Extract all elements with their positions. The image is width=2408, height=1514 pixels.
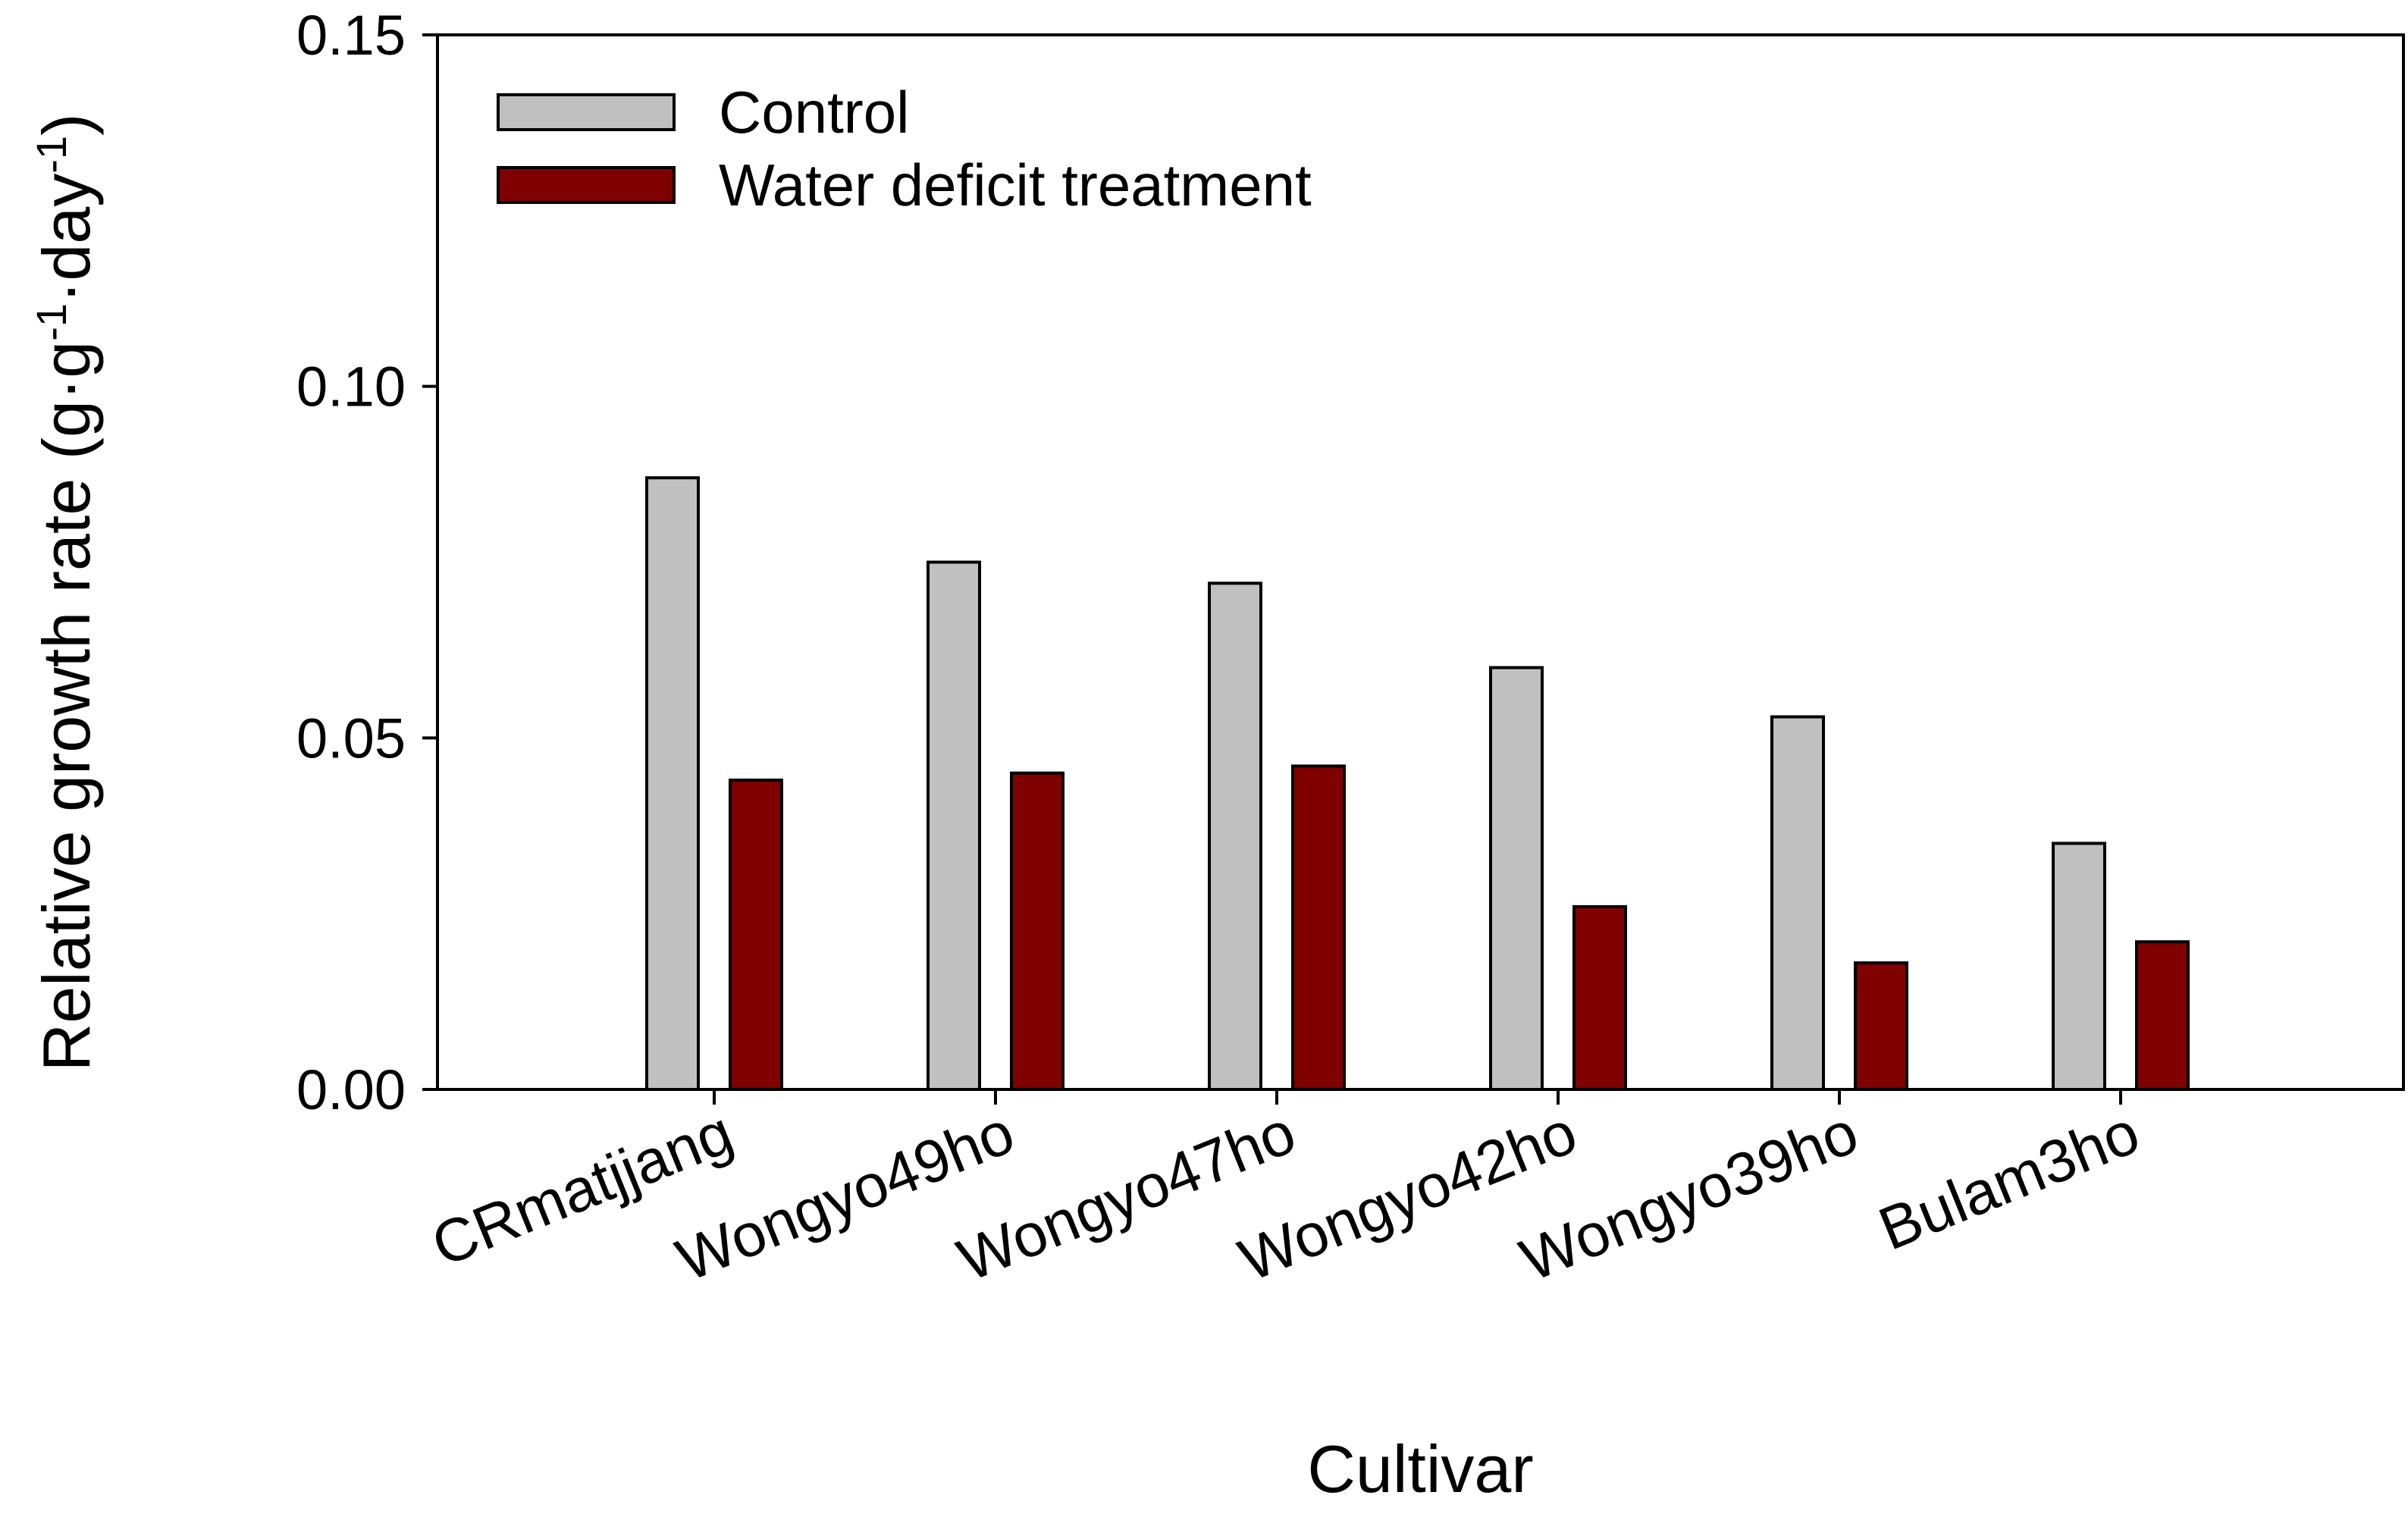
y-tick-label: 0.15 <box>296 4 406 67</box>
y-axis-title-dot-1: · <box>29 378 104 400</box>
y-axis-title-day: day <box>29 174 104 281</box>
y-axis-title-sup-1: -1 <box>27 303 75 341</box>
y-tick-label: 0.05 <box>296 707 406 770</box>
y-axis-title-close: ) <box>29 114 104 136</box>
bar-control-bulam3ho <box>2052 842 2106 1092</box>
bar-control-wongyo39ho <box>1770 715 1825 1091</box>
y-axis-title: Relative growth rate (g·g-1·day-1) <box>27 114 105 1072</box>
bar-control-crmatjjang <box>645 476 700 1091</box>
bar-water-deficit-treatment-bulam3ho <box>2135 940 2190 1092</box>
bars-group <box>645 476 2190 1092</box>
bar-control-wongyo42ho <box>1489 666 1544 1091</box>
x-ticks-group: CRmatjjangWongyo49hoWongyo47hoWongyo42ho… <box>423 1089 2148 1294</box>
y-axis-title-main: Relative growth rate (g <box>29 400 104 1071</box>
legend-swatch-water-deficit <box>497 166 676 204</box>
x-axis-title: Cultivar <box>1307 1431 1533 1506</box>
bar-water-deficit-treatment-wongyo39ho <box>1854 961 1908 1091</box>
y-axis-title-dot-2: · <box>29 281 104 303</box>
y-ticks-group: 0.00 0.05 0.10 0.15 <box>296 4 437 1121</box>
bar-control-wongyo49ho <box>927 560 981 1091</box>
bar-water-deficit-treatment-wongyo47ho <box>1291 764 1346 1092</box>
x-tick-label: Bulam3ho <box>1870 1098 2148 1262</box>
legend-label-control: Control <box>719 79 909 146</box>
bar-water-deficit-treatment-wongyo49ho <box>1010 771 1064 1091</box>
legend-label-water-deficit: Water deficit treatment <box>719 152 1312 218</box>
plot-frame <box>436 33 2405 1091</box>
y-axis-title-sup-2: -1 <box>27 136 75 174</box>
axes-group <box>436 33 2405 1091</box>
y-axis-title-g: g <box>29 341 104 378</box>
y-tick-label: 0.10 <box>296 356 406 418</box>
bar-water-deficit-treatment-wongyo42ho <box>1572 904 1627 1091</box>
y-tick-label: 0.00 <box>296 1058 406 1121</box>
bar-control-wongyo47ho <box>1208 581 1262 1091</box>
bar-water-deficit-treatment-crmatjjang <box>729 778 783 1092</box>
legend-swatch-control <box>497 93 676 131</box>
